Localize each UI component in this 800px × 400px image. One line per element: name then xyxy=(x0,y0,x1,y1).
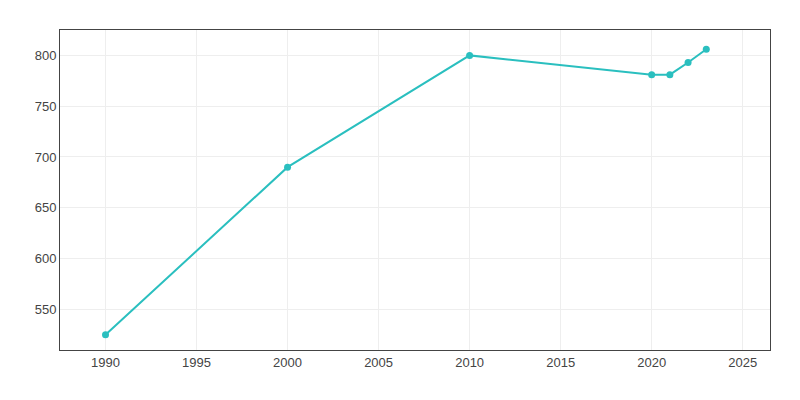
svg-text:1995: 1995 xyxy=(182,355,211,370)
svg-text:2020: 2020 xyxy=(637,355,666,370)
svg-text:2025: 2025 xyxy=(728,355,757,370)
svg-text:600: 600 xyxy=(35,251,57,266)
svg-text:700: 700 xyxy=(35,150,57,165)
svg-text:550: 550 xyxy=(35,302,57,317)
svg-text:2000: 2000 xyxy=(273,355,302,370)
svg-text:650: 650 xyxy=(35,200,57,215)
svg-text:2015: 2015 xyxy=(546,355,575,370)
svg-text:2010: 2010 xyxy=(455,355,484,370)
svg-text:750: 750 xyxy=(35,99,57,114)
svg-text:800: 800 xyxy=(35,48,57,63)
svg-text:1990: 1990 xyxy=(91,355,120,370)
svg-text:2005: 2005 xyxy=(364,355,393,370)
